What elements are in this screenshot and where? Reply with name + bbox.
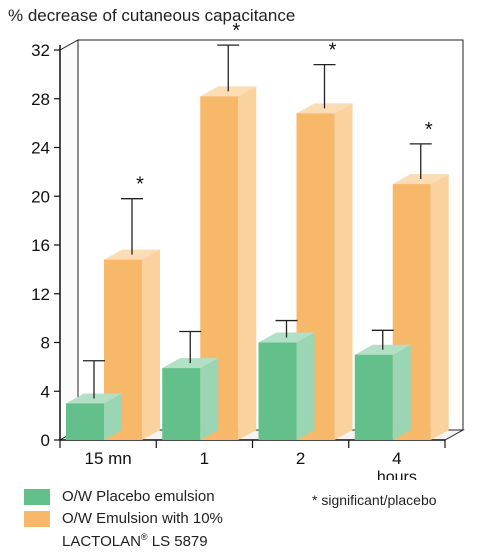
- legend-item-placebo: O/W Placebo emulsion: [24, 488, 223, 506]
- significance-star: *: [425, 119, 433, 141]
- bar-placebo-side: [296, 332, 315, 440]
- bar-placebo-side: [200, 358, 219, 440]
- y-tick-label: 24: [31, 139, 50, 158]
- side-wall: [59, 39, 79, 441]
- x-tick-label: 4: [392, 449, 401, 468]
- legend-label-line1: O/W Emulsion with 10%: [62, 510, 223, 527]
- bar-placebo: [258, 342, 297, 440]
- legend-label-placebo: O/W Placebo emulsion: [62, 488, 215, 505]
- bar-placebo: [162, 368, 201, 440]
- significance-star: *: [329, 40, 337, 62]
- y-tick-label: 16: [31, 236, 50, 255]
- legend: O/W Placebo emulsion O/W Emulsion with 1…: [24, 488, 223, 555]
- chart-title: % decrease of cutaneous capacitance: [8, 6, 296, 25]
- legend-item-lactolan: O/W Emulsion with 10% LACTOLAN® LS 5879: [24, 510, 223, 551]
- bar-placebo-side: [104, 393, 122, 440]
- bar-lactolan-side: [238, 86, 257, 440]
- y-tick-label: 32: [31, 41, 50, 60]
- y-tick-label: 4: [41, 382, 50, 401]
- significance-star: *: [136, 174, 144, 196]
- legend-label-brand: LACTOLAN: [62, 533, 141, 550]
- x-tick-label: 15 mn: [85, 449, 132, 468]
- bar-placebo-side: [392, 344, 411, 440]
- bar-lactolan-side: [334, 103, 353, 440]
- registered-mark: ®: [140, 532, 148, 542]
- bar-lactolan-side: [430, 174, 449, 440]
- legend-label-product: LS 5879: [147, 533, 208, 550]
- y-tick-label: 8: [41, 334, 50, 353]
- legend-swatch-lactolan: [24, 511, 50, 527]
- x-tick-sublabel: hours: [377, 469, 417, 480]
- x-tick-label: 2: [296, 449, 305, 468]
- y-tick-label: 20: [31, 187, 50, 206]
- legend-label-lactolan: O/W Emulsion with 10% LACTOLAN® LS 5879: [62, 510, 223, 551]
- x-tick-label: 1: [200, 449, 209, 468]
- y-tick-label: 28: [31, 90, 50, 109]
- bar-placebo: [354, 354, 393, 440]
- bar-placebo: [66, 403, 104, 440]
- y-tick-label: 12: [31, 285, 50, 304]
- significance-footnote: * significant/placebo: [312, 492, 437, 508]
- significance-star: *: [232, 20, 240, 42]
- y-tick-label: 0: [41, 431, 50, 450]
- bar-lactolan-side: [142, 249, 160, 440]
- legend-swatch-placebo: [24, 489, 50, 505]
